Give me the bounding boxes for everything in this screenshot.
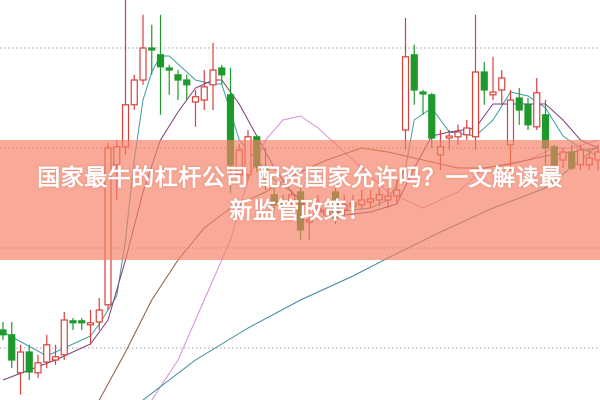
candle-body xyxy=(410,54,418,91)
candle-down xyxy=(524,98,532,130)
candle-up xyxy=(51,344,60,365)
candle-body xyxy=(51,356,60,361)
candle-up xyxy=(471,14,480,150)
candle-body xyxy=(156,54,165,68)
candle-down xyxy=(428,92,436,148)
candle-body xyxy=(401,56,410,131)
candle-body xyxy=(454,131,462,138)
candle-up xyxy=(489,56,497,100)
candle-up xyxy=(34,354,42,378)
candle-down xyxy=(515,88,523,125)
candle-down xyxy=(148,24,156,75)
candle-body xyxy=(471,71,480,138)
candle-body xyxy=(130,79,138,106)
candle-up xyxy=(139,14,147,85)
candle-body xyxy=(524,104,532,126)
candle-body xyxy=(148,47,156,51)
candle-body xyxy=(69,320,77,324)
candle-body xyxy=(139,47,147,81)
candle-up xyxy=(130,74,138,110)
candle-body xyxy=(78,320,86,324)
candle-up xyxy=(209,42,217,110)
candle-body xyxy=(506,99,515,146)
candle-down xyxy=(218,64,226,85)
candle-down xyxy=(419,90,427,115)
candle-up xyxy=(121,0,130,155)
candle-body xyxy=(209,69,217,86)
candle-up xyxy=(16,344,25,395)
candle-down xyxy=(25,344,33,380)
candle-up xyxy=(86,310,95,345)
candle-down xyxy=(480,62,488,105)
candle-down xyxy=(69,318,77,330)
candle-body xyxy=(25,351,33,373)
candle-body xyxy=(498,77,506,91)
candle-down xyxy=(410,44,418,105)
candle-down xyxy=(174,70,182,100)
candle-body xyxy=(533,92,541,128)
candle-body xyxy=(515,97,523,111)
candle-body xyxy=(34,362,42,374)
title-banner xyxy=(0,140,600,260)
candle-body xyxy=(489,91,497,96)
candle-body xyxy=(191,96,200,103)
candle-body xyxy=(165,67,173,71)
candle-body xyxy=(428,94,436,139)
candle-body xyxy=(43,344,51,363)
candle-body xyxy=(419,91,427,95)
candle-up xyxy=(533,78,541,130)
candle-down xyxy=(183,74,191,100)
headline: 国家最牛的杠杆公司 配资国家允许吗？一文解读最 新监管政策！ xyxy=(0,162,600,228)
candle-down xyxy=(8,322,16,368)
candle-up xyxy=(191,90,200,127)
headline-line-2: 新监管政策！ xyxy=(229,198,371,224)
candle-body xyxy=(183,79,191,86)
headline-line-1: 国家最牛的杠杆公司 配资国家允许吗？一文解读最 xyxy=(37,165,563,191)
candle-body xyxy=(218,67,226,76)
candle-up xyxy=(401,18,410,150)
candle-body xyxy=(60,319,68,356)
candle-up xyxy=(463,120,471,140)
candle-body xyxy=(445,135,453,139)
candle-body xyxy=(8,334,16,361)
candle-up xyxy=(200,70,208,110)
candle-up xyxy=(60,312,68,360)
candle-body xyxy=(86,322,95,326)
candle-body xyxy=(0,329,7,336)
candle-body xyxy=(480,71,488,91)
candle-body xyxy=(174,74,182,81)
candle-up xyxy=(43,334,51,368)
candle-body xyxy=(95,309,103,323)
candle-down xyxy=(156,14,165,115)
candle-up xyxy=(95,298,103,330)
candle-up xyxy=(498,70,506,105)
candle-body xyxy=(200,86,208,101)
candle-down xyxy=(78,318,86,330)
candle-down xyxy=(165,64,173,95)
candle-down xyxy=(0,322,7,340)
candle-body xyxy=(463,127,471,136)
candle-body xyxy=(16,351,25,374)
